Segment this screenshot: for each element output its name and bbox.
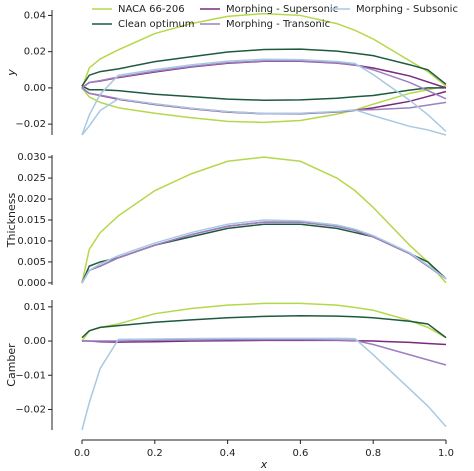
y-tick-label: 0.01 (24, 302, 46, 313)
x-tick-label: 0.2 (147, 448, 163, 459)
line (81, 60, 447, 100)
y-tick-label: −0.01 (15, 370, 46, 381)
line (81, 221, 447, 284)
x-tick-label: 0.0 (74, 448, 90, 459)
x-axis-label: x (260, 458, 268, 471)
y-axis-label: Camber (5, 343, 18, 387)
y-axis-label: Thickness (5, 193, 18, 249)
y-tick-label: 0.020 (17, 194, 46, 205)
line (81, 85, 447, 124)
y-tick-label: 0.010 (17, 236, 46, 247)
y-tick-label: 0.030 (17, 152, 46, 163)
line (81, 12, 447, 89)
line (81, 58, 447, 136)
line (81, 223, 447, 284)
legend-label: Morphing - Subsonic (356, 4, 458, 15)
x-tick-label: 0.6 (292, 448, 308, 459)
y-tick-label: 0.000 (17, 278, 46, 289)
y-tick-label: 0.04 (24, 10, 46, 21)
y-tick-label: 0.00 (24, 336, 46, 347)
y-tick-label: 0.02 (24, 47, 46, 58)
line (81, 219, 447, 284)
legend-label: Morphing - Supersonic (226, 4, 338, 15)
line (81, 48, 447, 87)
x-tick-label: 0.8 (365, 448, 381, 459)
y-tick-label: 0.00 (24, 83, 46, 94)
line (81, 302, 447, 342)
line (81, 97, 447, 136)
legend-label: NACA 66-206 (118, 4, 185, 15)
x-tick-label: 1.0 (438, 448, 454, 459)
y-tick-label: 0.005 (17, 257, 46, 268)
line (81, 337, 447, 431)
legend-label: Morphing - Transonic (226, 19, 330, 30)
line (81, 314, 447, 339)
y-tick-label: 0.015 (17, 215, 46, 226)
y-tick-label: 0.025 (17, 173, 46, 184)
y-tick-label: −0.02 (15, 404, 46, 415)
y-tick-label: −0.02 (15, 119, 46, 130)
line (82, 338, 447, 366)
line (81, 221, 447, 284)
line (81, 156, 447, 284)
x-tick-label: 0.4 (220, 448, 236, 459)
legend-label: Clean optimum (118, 19, 195, 30)
y-axis-label: y (5, 69, 18, 77)
